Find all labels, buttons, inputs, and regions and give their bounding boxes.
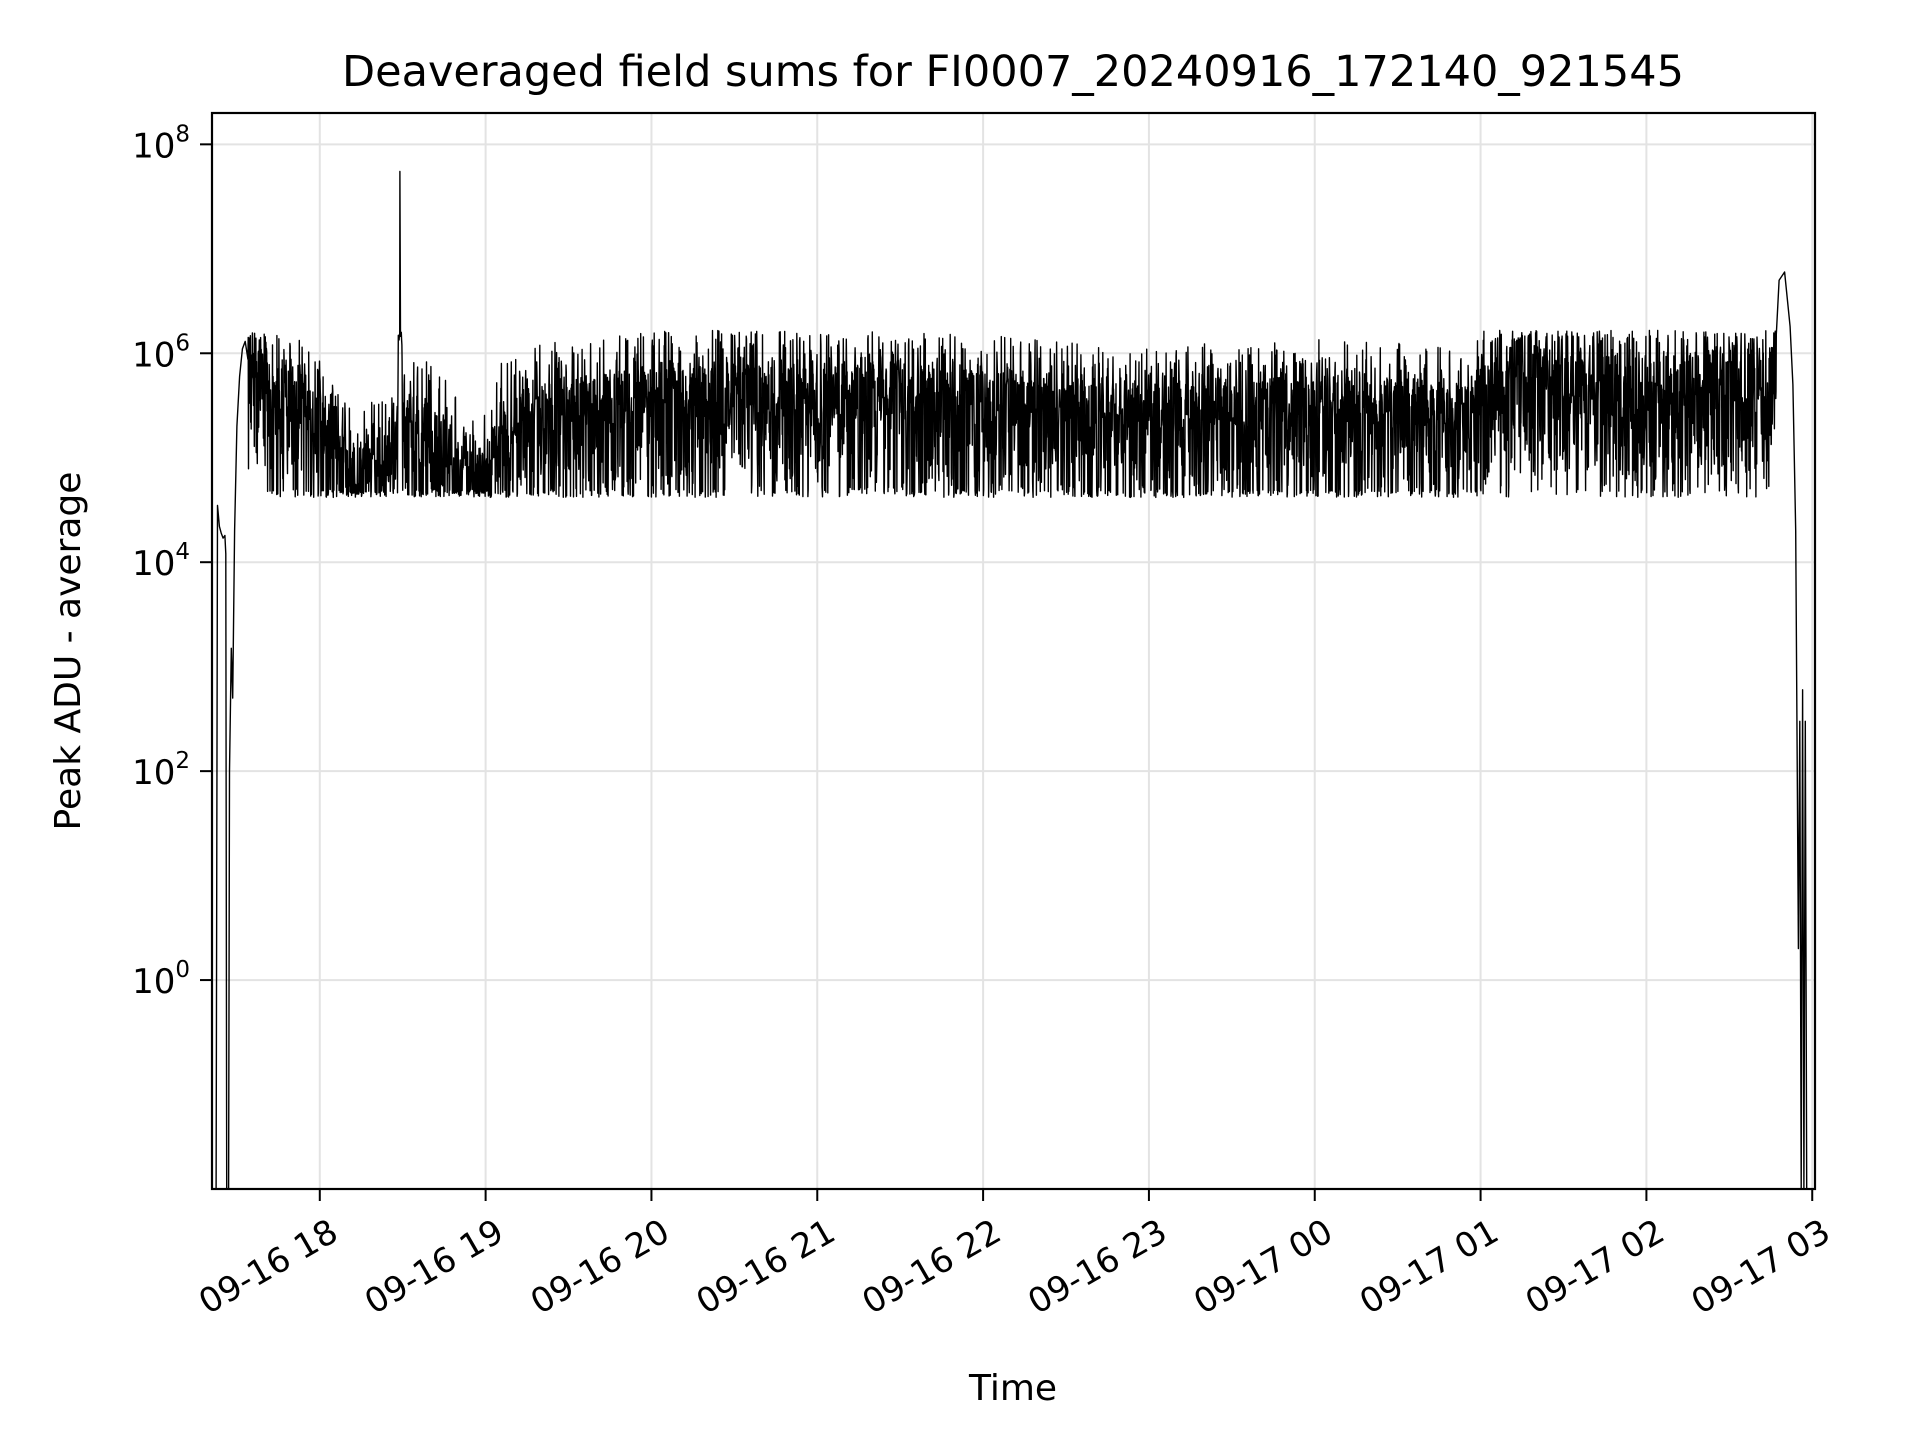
y-tick-exponent: 2 xyxy=(175,748,190,774)
y-tick-base: 10 xyxy=(132,753,175,793)
y-tick-exponent: 0 xyxy=(175,957,190,983)
y-tick-label: 100 xyxy=(132,957,190,1002)
plot-frame xyxy=(210,111,1817,1191)
y-tick-label: 102 xyxy=(132,748,190,793)
y-tick-base: 10 xyxy=(132,962,175,1002)
series-layer xyxy=(213,170,1808,1189)
y-tick-exponent: 6 xyxy=(175,330,190,356)
y-tick-exponent: 4 xyxy=(175,539,190,565)
y-tick-exponent: 8 xyxy=(175,121,190,147)
y-tick-base: 10 xyxy=(132,544,175,584)
y-tick-label: 106 xyxy=(132,330,190,375)
chart-title: Deaveraged field sums for FI0007_2024091… xyxy=(342,47,1684,97)
y-tick-base: 10 xyxy=(132,126,175,166)
y-tick-base: 10 xyxy=(132,335,175,375)
x-axis-label: Time xyxy=(968,1368,1057,1409)
y-tick-label: 104 xyxy=(132,539,190,584)
series-line xyxy=(213,170,1808,1189)
y-tick-label: 108 xyxy=(132,121,190,166)
y-axis-label: Peak ADU - average xyxy=(48,472,89,831)
